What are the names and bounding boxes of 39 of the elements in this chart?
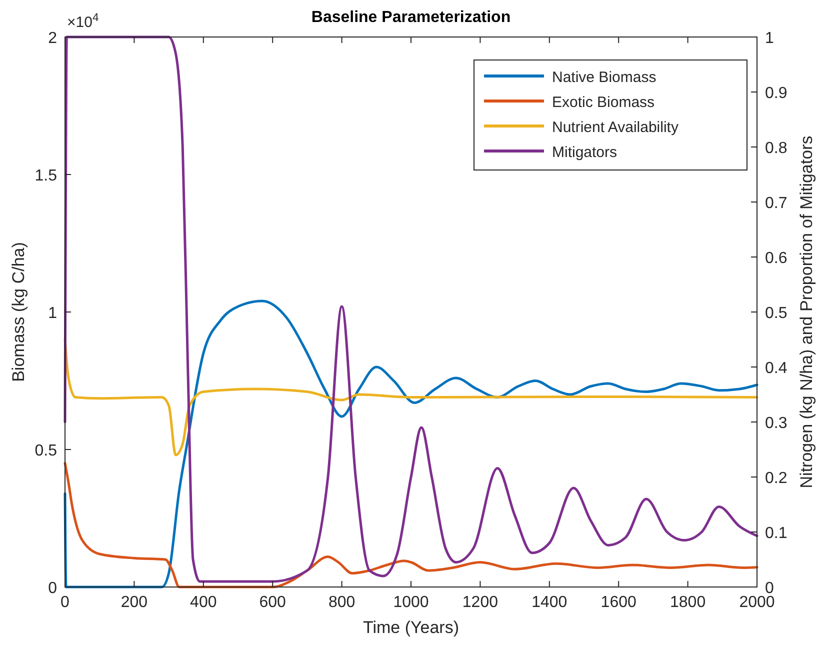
y-tick-label: 0 [48, 580, 58, 597]
y-axis-title: Biomass (kg C/ha) [9, 242, 28, 382]
y-tick-label: 0.5 [34, 442, 58, 460]
line-series [64, 36, 758, 583]
x-tick-label: 400 [190, 594, 217, 611]
y2-axis-title: Nitrogen (kg N/ha) and Proportion of Mitigators [797, 136, 816, 488]
y2-tick-label: 0.5 [765, 305, 788, 322]
y-tick-label: 1.5 [34, 168, 58, 184]
y2-tick-label: 0.7 [765, 195, 788, 212]
y2-tick-label: 0.8 [765, 140, 788, 157]
x-tick-label: 0 [60, 594, 70, 611]
x-tick-label: 600 [259, 594, 286, 611]
y2-tick-label: 0.1 [765, 525, 788, 542]
x-tick-label: 200 [120, 594, 148, 611]
y2-tick-label: 0.4 [765, 360, 788, 377]
x-tick-label: 800 [328, 594, 356, 611]
x-tick-label: 1200 [462, 594, 498, 611]
y-tick-label: 1 [48, 305, 58, 322]
x-tick-label: 1000 [393, 594, 429, 611]
y2-tick-label: 1 [765, 30, 774, 47]
legend-label: Mitigators [552, 144, 618, 161]
legend-label: Exotic Biomass [552, 94, 655, 111]
y2-tick-label: 0.3 [765, 415, 788, 432]
y2-tick-label: 0 [765, 580, 774, 597]
x-axis-title: Time (Years) [362, 618, 460, 637]
legend-label: Native Biomass [552, 69, 656, 86]
x-tick-label: 2000 [739, 594, 775, 611]
y2-tick-label: 0.9 [765, 85, 788, 102]
x-tick-label: 1600 [600, 594, 636, 611]
line-series [64, 300, 758, 588]
x-tick-label: 1800 [670, 594, 706, 611]
line-series [64, 462, 758, 588]
y2-tick-label: 0.6 [765, 250, 788, 267]
x-tick-label: 1400 [532, 594, 568, 611]
chart-title: Baseline Parameterization [311, 9, 511, 26]
y2-tick-label: 0.2 [765, 470, 788, 487]
legend-label: Nutrient Availability [552, 119, 679, 136]
y-tick-label: 2 [48, 30, 58, 47]
text: ×10$^{4}$ [67, 12, 99, 31]
